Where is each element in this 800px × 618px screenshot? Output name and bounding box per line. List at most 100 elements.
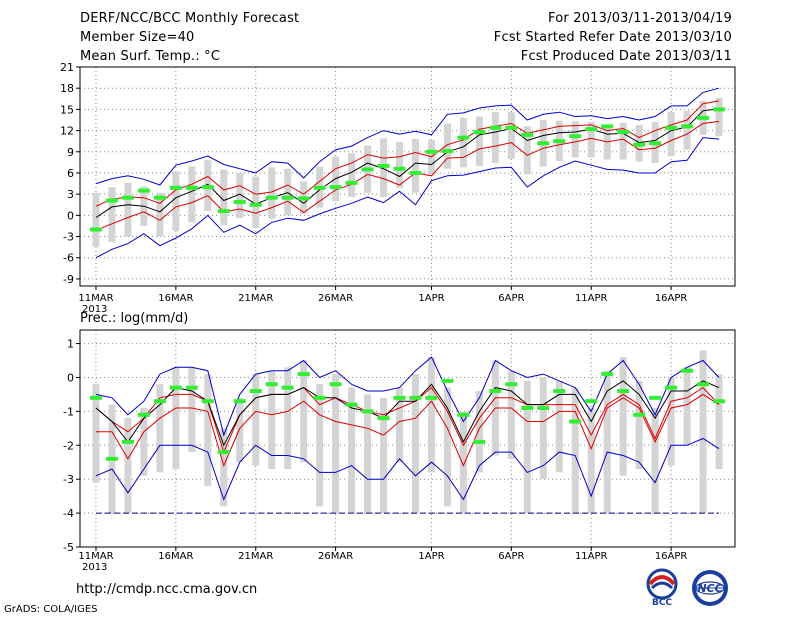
spread-box <box>491 112 499 164</box>
marker-bar <box>297 372 310 377</box>
series-line-upper <box>95 386 720 454</box>
spread-box <box>396 387 404 463</box>
spread-box <box>204 374 212 486</box>
spread-box <box>268 167 276 219</box>
marker-bar <box>233 399 246 404</box>
spread-box <box>92 192 100 248</box>
marker-bar <box>633 142 646 147</box>
variable-label: Mean Surf. Temp.: °C <box>80 49 221 64</box>
spread-box <box>220 428 228 507</box>
marker-bar <box>505 125 518 130</box>
x-tick-label: 16MAR <box>158 551 193 562</box>
plot-frame <box>79 329 736 548</box>
marker-bar <box>217 209 230 214</box>
marker-bar <box>441 378 454 383</box>
marker-bar <box>313 185 326 190</box>
y-tick-label: -4 <box>63 507 74 520</box>
spread-box <box>108 187 116 243</box>
ncc-logo-icon: NCC <box>692 570 728 606</box>
spread-box <box>507 370 515 459</box>
spread-box <box>380 397 388 514</box>
marker-bar <box>201 399 214 404</box>
marker-bar <box>505 382 518 387</box>
marker-bar <box>233 199 246 204</box>
bcc-logo-text: BCC <box>652 598 672 608</box>
spread-box <box>252 374 260 466</box>
marker-bar <box>313 395 326 400</box>
marker-bar <box>697 115 710 120</box>
marker-bar <box>441 149 454 154</box>
marker-bar <box>457 135 470 140</box>
series-line-min <box>95 437 720 501</box>
spread-box <box>124 182 132 237</box>
spread-box <box>603 370 611 514</box>
spread-box <box>220 169 228 226</box>
spread-box <box>443 123 451 169</box>
bcc-logo-icon: BCC <box>646 568 678 608</box>
spread-box <box>300 360 308 463</box>
y-tick-label: 0 <box>67 209 74 222</box>
spread-box <box>555 380 563 473</box>
x-tick-label: 1APR <box>418 293 444 304</box>
spread-box <box>619 357 627 476</box>
y-tick-label: -6 <box>63 252 74 265</box>
spread-box <box>124 418 132 514</box>
marker-bar <box>697 382 710 387</box>
member-size-label: Member Size=40 <box>80 30 195 45</box>
spread-box <box>188 367 196 453</box>
marker-bar <box>489 125 502 130</box>
spread-box <box>459 117 467 168</box>
spread-box <box>316 384 324 507</box>
marker-bar <box>265 195 278 200</box>
spread-box <box>427 357 435 473</box>
x-tick-label: 11MAR <box>78 293 113 304</box>
marker-bar <box>169 385 182 390</box>
marker-bar <box>393 395 406 400</box>
series-line-upper <box>95 100 720 207</box>
marker-bar <box>89 395 102 400</box>
spread-box <box>284 367 292 470</box>
spread-box <box>715 374 723 470</box>
marker-bar <box>121 439 134 444</box>
spread-box <box>411 139 419 193</box>
marker-bar <box>89 227 102 232</box>
series-line-mean <box>95 380 720 447</box>
marker-bar <box>457 412 470 417</box>
spread-box <box>140 407 148 476</box>
spread-box <box>252 176 260 229</box>
spread-box <box>156 384 164 473</box>
x-tick-label: 11MAR <box>78 551 113 562</box>
source-url-link[interactable]: http://cmdp.ncc.cma.gov.cn <box>76 582 258 597</box>
spread-box <box>539 377 547 480</box>
y-tick-label: 9 <box>67 146 74 159</box>
spread-box <box>475 391 483 473</box>
x-tick-label: 6APR <box>498 551 524 562</box>
x-tick-label: 11APR <box>575 293 608 304</box>
spread-box <box>507 112 515 159</box>
marker-bar <box>153 399 166 404</box>
marker-bar <box>265 382 278 387</box>
marker-bar <box>361 167 374 172</box>
marker-bar <box>345 402 358 407</box>
y-tick-label: -3 <box>63 231 74 244</box>
marker-bar <box>409 395 422 400</box>
spread-box <box>172 367 180 470</box>
marker-bar <box>713 107 726 112</box>
spread-box <box>172 171 180 231</box>
spread-box <box>523 380 531 514</box>
marker-bar <box>665 385 678 390</box>
spread-box <box>236 172 244 219</box>
spread-box <box>348 153 356 197</box>
y-tick-label: -2 <box>63 439 74 452</box>
marker-bar <box>169 185 182 190</box>
marker-bar <box>569 419 582 424</box>
x-tick-label: 26MAR <box>318 293 353 304</box>
series-line-min <box>95 137 720 259</box>
spread-box <box>683 110 691 150</box>
spread-box <box>587 407 595 514</box>
spread-box <box>571 387 579 514</box>
y-tick-label: 21 <box>60 61 74 74</box>
x-tick-label: 16APR <box>655 551 688 562</box>
spread-box <box>587 122 595 158</box>
